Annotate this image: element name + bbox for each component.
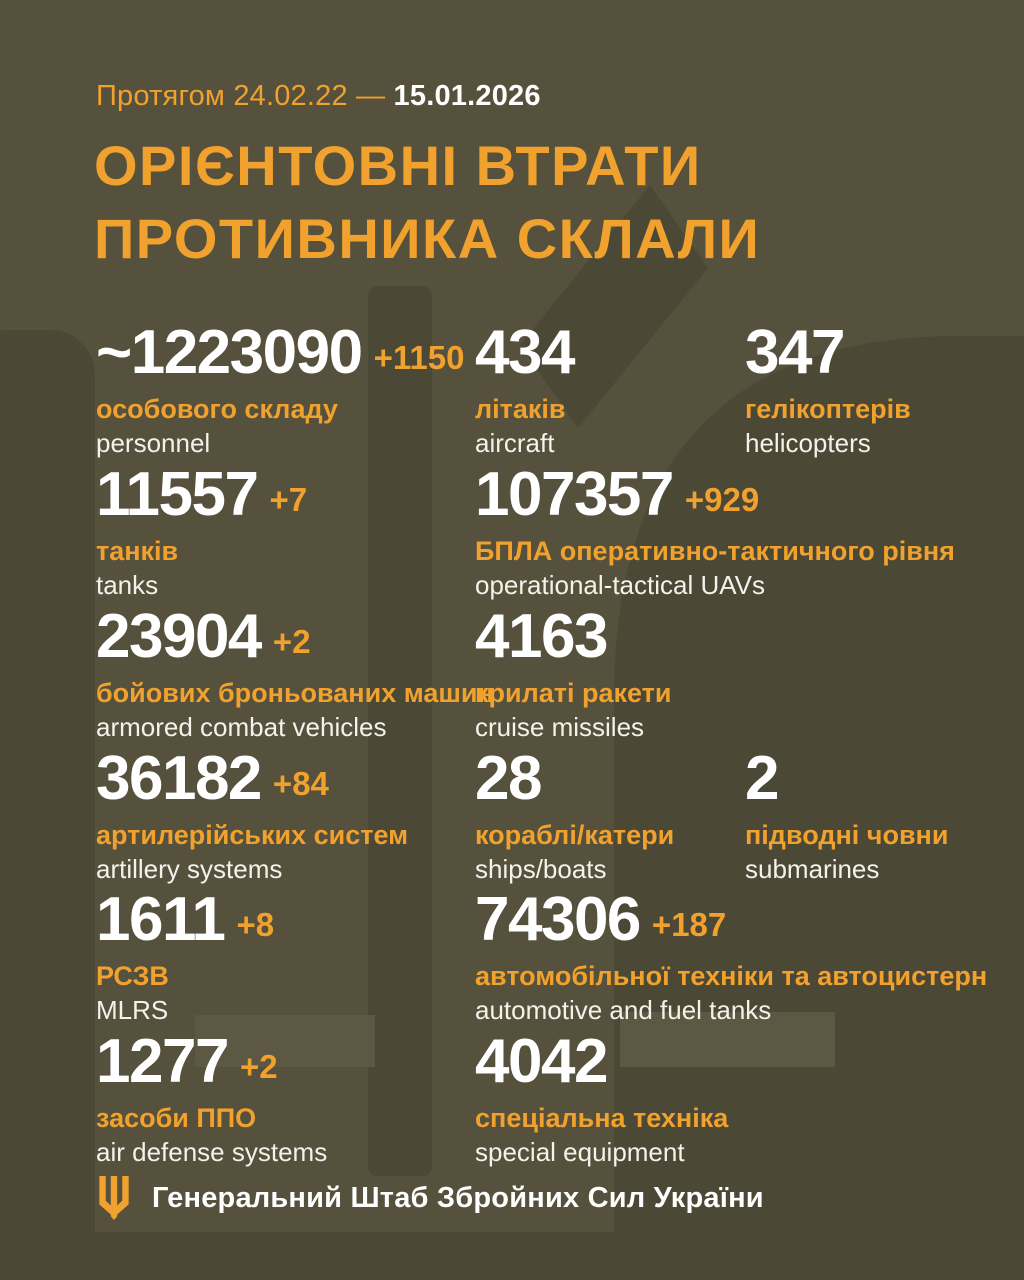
stat-value: 28: [475, 744, 542, 813]
stat-artillery: 36182 +84 артилерійських систем artillery…: [96, 748, 408, 885]
stat-value: 434: [475, 318, 575, 387]
stat-delta: +929: [684, 481, 760, 518]
stat-ships: 28 кораблі/катери ships/boats: [475, 748, 674, 885]
stat-delta: +7: [269, 481, 308, 518]
stat-label-en: operational-tactical UAVs: [475, 570, 765, 601]
stat-value: 2: [745, 744, 779, 813]
stat-automotive: 74306 +187 автомобільної техніки та автоц…: [475, 889, 987, 1026]
report-period: Протягом 24.02.22 — 15.01.2026: [96, 80, 541, 113]
report-period-prefix: Протягом 24.02.22 —: [96, 80, 386, 112]
stat-armored-vehicles: 23904 +2 бойових броньованих машин armore…: [96, 606, 494, 743]
stat-delta: +8: [236, 906, 275, 943]
stat-label-en: submarines: [745, 854, 880, 885]
stat-value: 23904: [96, 602, 262, 671]
stat-tanks: 11557 +7 танків tanks: [96, 464, 307, 601]
stat-cruise-missiles: 4163 крилаті ракети cruise missiles: [475, 606, 672, 743]
stat-label-uk: танків: [96, 536, 179, 566]
stat-label-uk: артилерійських систем: [96, 820, 409, 850]
stat-delta: +1150: [373, 339, 465, 376]
stat-value: 4042: [475, 1027, 608, 1096]
source-org: Генеральний Штаб Збройних Сил України: [152, 1181, 764, 1214]
stat-label-en: armored combat vehicles: [96, 712, 387, 743]
stat-value: 1277: [96, 1027, 229, 1096]
stat-aircraft: 434 літаків aircraft: [475, 322, 575, 459]
stat-mlrs: 1611 +8 РСЗВ MLRS: [96, 889, 274, 1026]
footer: Генеральний Штаб Збройних Сил України: [96, 1176, 764, 1220]
stat-label-en: MLRS: [96, 995, 169, 1026]
stat-helicopters: 347 гелікоптерів helicopters: [745, 322, 911, 459]
page-title: ОРІЄНТОВНІ ВТРАТИ ПРОТИВНИКА СКЛАЛИ: [94, 130, 760, 276]
stat-delta: +187: [651, 906, 727, 943]
stat-value: 107357: [475, 460, 674, 529]
stat-label-en: ships/boats: [475, 854, 607, 885]
stat-label-en: aircraft: [475, 428, 555, 459]
stat-label-uk: РСЗВ: [96, 961, 169, 991]
stat-label-uk: кораблі/катери: [475, 820, 675, 850]
stat-label-uk: гелікоптерів: [745, 394, 911, 424]
stat-label-uk: особового складу: [96, 394, 338, 424]
stat-uavs: 107357 +929 БПЛА оперативно-тактичного рі…: [475, 464, 955, 601]
stat-label-uk: автомобільної техніки та автоцистерн: [475, 961, 988, 991]
stat-label-uk: спеціальна техніка: [475, 1103, 729, 1133]
stat-label-en: tanks: [96, 570, 159, 601]
stat-label-en: artillery systems: [96, 854, 283, 885]
stat-label-uk: бойових броньованих машин: [96, 678, 494, 708]
stat-label-en: special equipment: [475, 1137, 685, 1168]
tryzub-trident-icon: [99, 1176, 129, 1220]
stat-personnel: ~1223090 +1150 особового складу personnel: [96, 322, 464, 459]
stat-label-en: personnel: [96, 428, 211, 459]
stat-label-uk: засоби ППО: [96, 1103, 257, 1133]
stat-submarines: 2 підводні човни submarines: [745, 748, 948, 885]
stat-delta: +2: [272, 623, 311, 660]
stat-label-en: helicopters: [745, 428, 871, 459]
stat-label-uk: літаків: [475, 394, 566, 424]
page-title-line2: ПРОТИВНИКА СКЛАЛИ: [94, 206, 761, 270]
stat-special-equipment: 4042 спеціальна техніка special equipmen…: [475, 1031, 728, 1168]
stat-value: ~1223090: [96, 318, 363, 387]
stat-value: 11557: [96, 460, 259, 529]
stat-value: 36182: [96, 744, 262, 813]
stat-label-uk: підводні човни: [745, 820, 949, 850]
report-date: 15.01.2026: [393, 80, 541, 112]
stat-label-en: automotive and fuel tanks: [475, 995, 772, 1026]
stat-label-uk: крилаті ракети: [475, 678, 672, 708]
stat-label-uk: БПЛА оперативно-тактичного рівня: [475, 536, 955, 566]
stat-value: 74306: [475, 885, 641, 954]
stat-delta: +84: [272, 765, 329, 802]
stat-value: 347: [745, 318, 845, 387]
stat-label-en: cruise missiles: [475, 712, 645, 743]
page-title-line1: ОРІЄНТОВНІ ВТРАТИ: [94, 134, 702, 197]
stat-air-defense: 1277 +2 засоби ППО air defense systems: [96, 1031, 327, 1168]
stat-value: 4163: [475, 602, 608, 671]
stat-label-en: air defense systems: [96, 1137, 328, 1168]
stat-value: 1611: [96, 885, 226, 954]
stat-delta: +2: [239, 1048, 278, 1085]
